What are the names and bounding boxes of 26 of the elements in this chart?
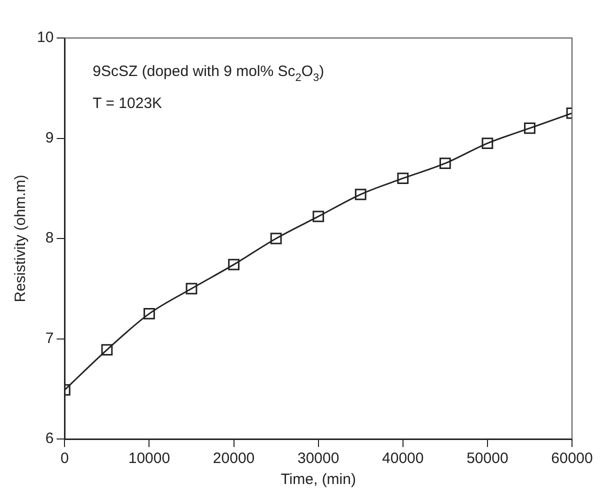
x-tick-label: 40000 (382, 450, 424, 468)
x-tick-label: 30000 (297, 450, 340, 468)
y-tick-label: 7 (45, 330, 54, 347)
y-tick-label: 8 (45, 230, 54, 247)
point (524, 122, 536, 134)
point (186, 282, 198, 294)
point (482, 138, 494, 149)
point (270, 232, 282, 244)
y-axis-title: Resistivity (ohm.m) (12, 174, 30, 302)
y-tick-label: 6 (45, 430, 54, 448)
point (228, 258, 240, 270)
x-tick-label: 60000 (551, 450, 593, 468)
x-tick-label: 10000 (128, 450, 170, 468)
x-axis-title: Time, (min) (280, 471, 356, 488)
point (397, 172, 409, 184)
y-tick-label: 10 (36, 29, 54, 46)
y-tick-label: 9 (45, 129, 54, 146)
point (439, 158, 451, 170)
point (144, 308, 155, 320)
point (101, 344, 113, 356)
point (312, 210, 324, 222)
x-tick-label: 0 (60, 450, 69, 468)
annotation: T = 1023K (92, 95, 162, 112)
point (354, 188, 366, 200)
x-tick-label: 50000 (466, 450, 508, 468)
x-tick-label: 20000 (212, 450, 255, 468)
